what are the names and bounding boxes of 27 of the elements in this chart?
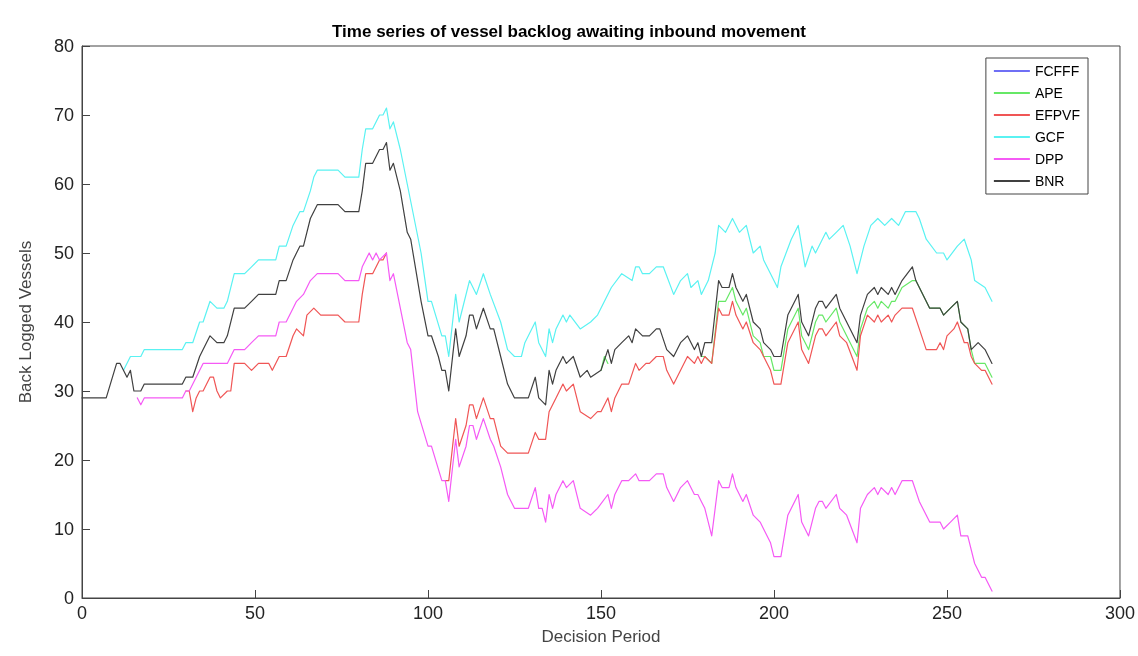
x-tick-label: 200 (758, 603, 790, 623)
legend-label: BNR (1034, 173, 1065, 189)
x-tick-label: 250 (931, 603, 963, 623)
y-tick-label: 40 (53, 312, 74, 332)
y-axis-title: Back Logged Vessels (16, 240, 35, 404)
x-tick-label: 150 (585, 603, 617, 623)
x-axis-title: Decision Period (541, 627, 661, 646)
x-tick-label: 300 (1104, 603, 1136, 623)
y-tick-label: 80 (53, 36, 74, 56)
y-tick-label: 60 (53, 174, 74, 194)
line-series (122, 107, 993, 371)
y-tick-label: 20 (53, 450, 74, 470)
y-tick-label: 10 (53, 519, 74, 539)
x-tick-label: 50 (244, 603, 266, 623)
y-tick-label: 30 (53, 381, 74, 401)
x-tick-label: 100 (412, 603, 444, 623)
legend-label: FCFFF (1034, 63, 1080, 79)
x-tick-label: 0 (76, 603, 88, 623)
legend-label: APE (1034, 85, 1063, 101)
y-tick-label: 50 (53, 243, 74, 263)
y-tick-label: 0 (63, 588, 74, 608)
legend-label: EFPVF (1034, 107, 1081, 123)
y-tick-label: 70 (53, 105, 74, 125)
chart-title: Time series of vessel backlog awaiting inbound movement (332, 22, 807, 41)
legend-label: GCF (1034, 129, 1065, 145)
line-series (136, 252, 993, 592)
legend-label: DPP (1034, 151, 1064, 167)
